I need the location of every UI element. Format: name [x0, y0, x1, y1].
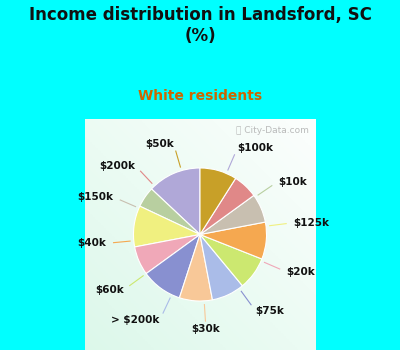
Text: $125k: $125k — [294, 218, 330, 228]
Wedge shape — [200, 195, 265, 234]
Wedge shape — [200, 234, 262, 286]
Text: ⓘ City-Data.com: ⓘ City-Data.com — [236, 126, 308, 135]
Text: $150k: $150k — [78, 192, 114, 202]
Text: $75k: $75k — [255, 306, 284, 316]
Text: $20k: $20k — [286, 267, 315, 277]
Wedge shape — [135, 234, 200, 274]
Wedge shape — [152, 168, 200, 234]
Wedge shape — [134, 206, 200, 247]
Wedge shape — [140, 189, 200, 234]
Wedge shape — [200, 222, 266, 259]
Text: $60k: $60k — [95, 285, 124, 295]
Text: $30k: $30k — [192, 323, 220, 334]
Text: > $200k: > $200k — [112, 315, 160, 325]
Wedge shape — [180, 234, 212, 301]
Wedge shape — [200, 168, 236, 234]
Text: $50k: $50k — [145, 139, 174, 149]
Wedge shape — [200, 178, 254, 234]
Text: Income distribution in Landsford, SC
(%): Income distribution in Landsford, SC (%) — [28, 6, 372, 45]
Text: $100k: $100k — [238, 143, 274, 153]
Text: White residents: White residents — [138, 89, 262, 103]
Text: $40k: $40k — [77, 238, 106, 248]
Wedge shape — [146, 234, 200, 298]
Text: $10k: $10k — [278, 176, 307, 187]
Text: $200k: $200k — [100, 161, 136, 171]
Wedge shape — [200, 234, 242, 300]
